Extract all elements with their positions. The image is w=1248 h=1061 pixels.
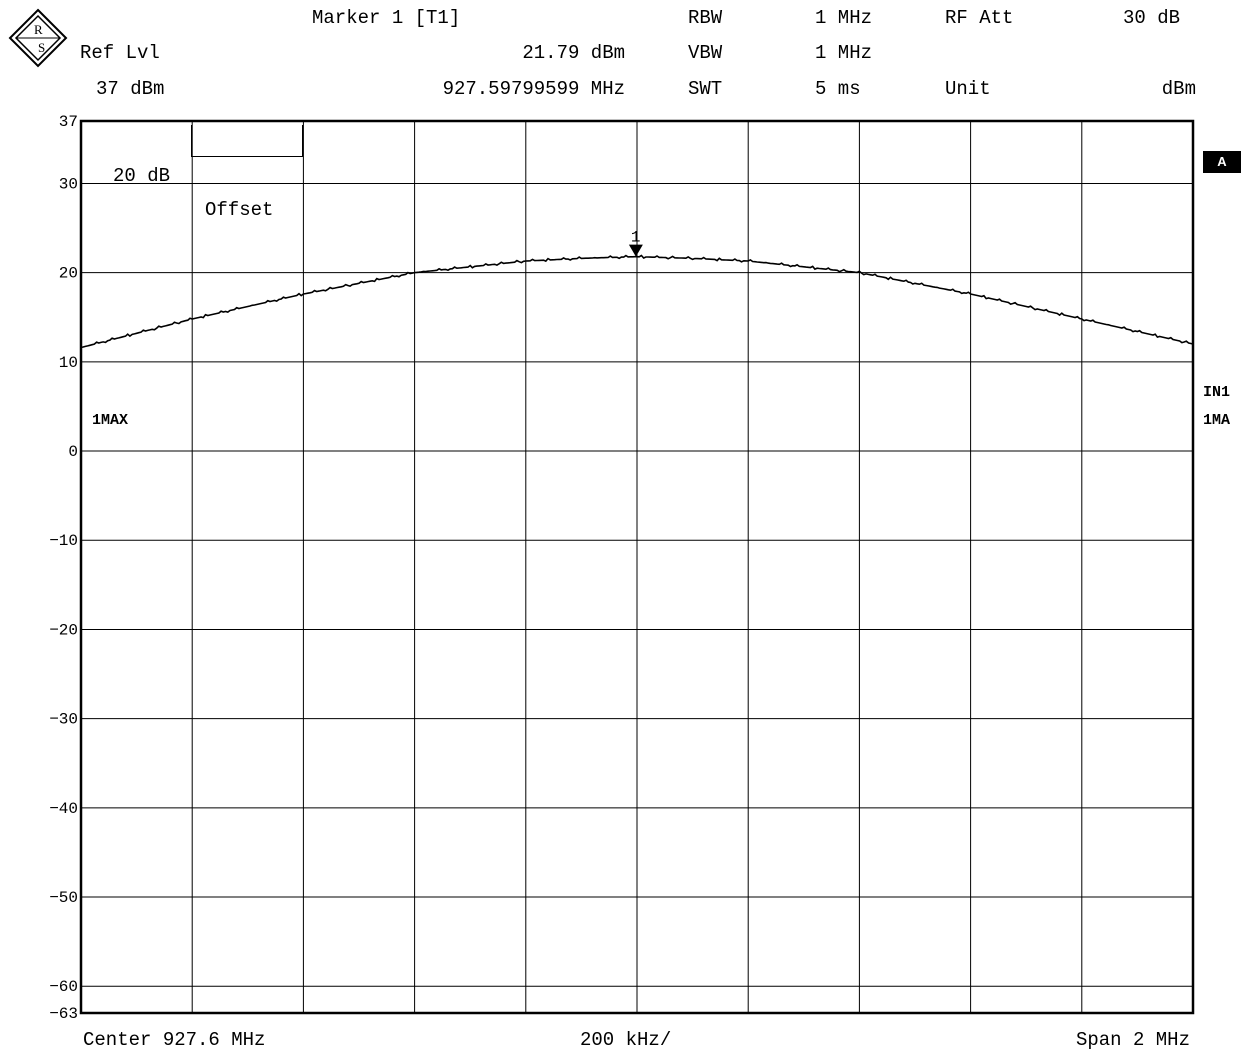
y-tick-label: 20 bbox=[59, 265, 78, 283]
y-tick-label: 10 bbox=[59, 354, 78, 372]
y-tick-label: −40 bbox=[49, 800, 78, 818]
trace-mode-label: 1MAX bbox=[92, 412, 129, 429]
marker-frequency: 927.59799599 MHz bbox=[442, 78, 625, 100]
y-tick-labels: 37 30 20 10 0 −10 −20 −30 −40 −50 −60 −63 bbox=[49, 113, 78, 1023]
offset-divider bbox=[191, 125, 192, 157]
rf-att-label: RF Att bbox=[945, 7, 1014, 29]
ref-level-label: Ref Lvl bbox=[80, 42, 160, 64]
swt-value: 5 ms bbox=[815, 78, 861, 100]
y-tick-label: 37 bbox=[59, 113, 78, 131]
y-tick-label: 30 bbox=[59, 175, 78, 193]
marker-level: 21.79 dBm bbox=[522, 42, 625, 64]
center-frequency: Center 927.6 MHz bbox=[83, 1029, 266, 1051]
svg-text:R: R bbox=[34, 22, 43, 37]
marker-title: Marker 1 [T1] bbox=[312, 7, 461, 29]
screen-flag-a: A bbox=[1203, 151, 1241, 173]
y-tick-label: −20 bbox=[49, 621, 78, 639]
unit-label: Unit bbox=[945, 78, 991, 100]
offset-box-bottom bbox=[191, 156, 303, 157]
y-tick-label: −30 bbox=[49, 711, 78, 729]
offset-text: Offset bbox=[205, 199, 274, 221]
chart-grid bbox=[79, 119, 1195, 1015]
y-tick-label: −63 bbox=[49, 1005, 78, 1023]
unit-value: dBm bbox=[1161, 78, 1196, 100]
vbw-label: VBW bbox=[688, 42, 723, 64]
svg-text:S: S bbox=[38, 40, 45, 55]
frequency-per-division: 200 kHz/ bbox=[580, 1029, 672, 1051]
vbw-value: 1 MHz bbox=[815, 42, 873, 64]
frequency-span: Span 2 MHz bbox=[1075, 1029, 1190, 1051]
y-tick-label: 0 bbox=[68, 443, 78, 461]
rbw-value: 1 MHz bbox=[815, 7, 873, 29]
y-tick-label: −50 bbox=[49, 889, 78, 907]
trace-1-line bbox=[80, 254, 1194, 349]
marker-1-number: 1 bbox=[631, 229, 641, 247]
y-tick-label: −60 bbox=[49, 978, 78, 996]
rohde-schwarz-logo-icon: R S bbox=[8, 8, 68, 68]
marker-1-triangle bbox=[628, 244, 643, 257]
rbw-label: RBW bbox=[688, 7, 723, 29]
ref-level-value: 37 dBm bbox=[96, 78, 165, 100]
trace-mode-indicator: 1MA bbox=[1203, 412, 1231, 429]
input-indicator: IN1 bbox=[1203, 384, 1231, 401]
offset-box-right bbox=[302, 125, 303, 157]
offset-value: 20 dB bbox=[113, 165, 171, 187]
y-tick-label: −10 bbox=[49, 532, 78, 550]
rf-att-value: 30 dB bbox=[1122, 7, 1180, 29]
offset-annotation: 20 dB Offset bbox=[83, 125, 303, 221]
swt-label: SWT bbox=[688, 78, 723, 100]
